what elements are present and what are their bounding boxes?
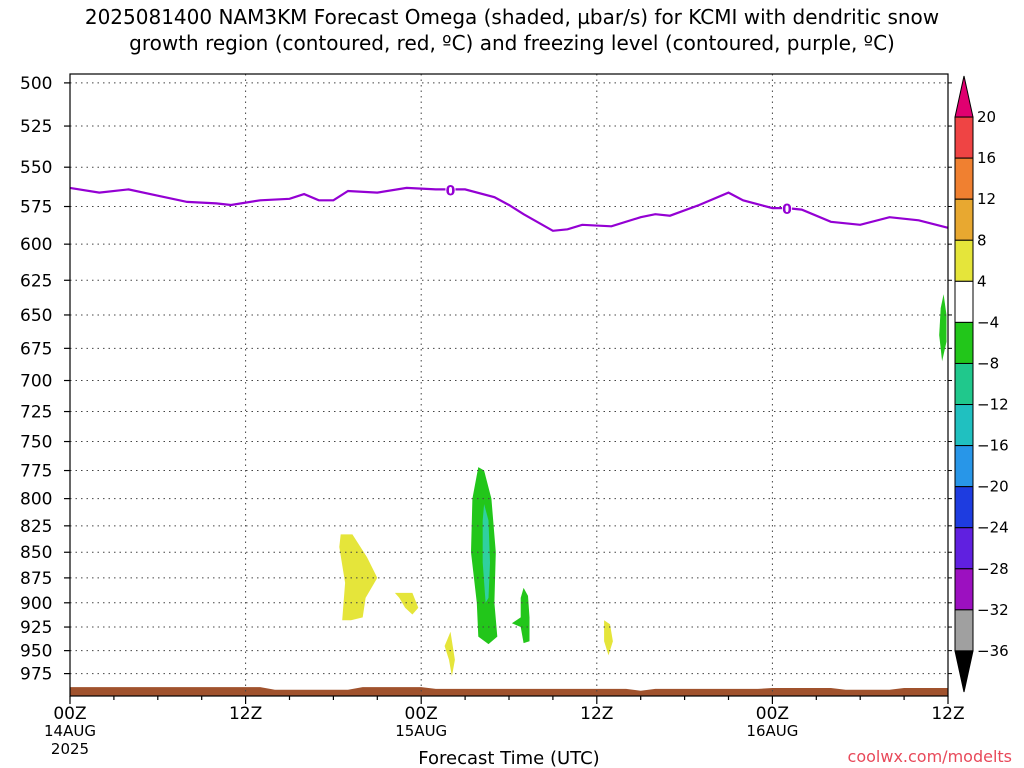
colorbar-segment	[954, 445, 974, 488]
title-line-1: 2025081400 NAM3KM Forecast Omega (shaded…	[84, 5, 940, 29]
credit-text: coolwx.com/modelts	[847, 747, 1012, 766]
y-axis: 500 525 550 575 600 625 650 675 700 725 750 775 800 8…	[20, 74, 952, 685]
colorbar-segment	[954, 239, 974, 282]
colorbar-label: −16	[977, 437, 1009, 455]
colorbar-segment	[954, 527, 974, 570]
y-tick-label: 725	[20, 403, 52, 423]
colorbar-segment	[954, 568, 974, 611]
y-tick-label: 700	[20, 372, 52, 392]
x-axis-title: Forecast Time (UTC)	[418, 748, 599, 768]
freezing-label-bg	[445, 181, 456, 198]
freezing-level-line	[69, 186, 949, 232]
title-line-2: growth region (contoured, red, ºC) and f…	[129, 31, 895, 55]
y-tick-label: 925	[20, 618, 52, 638]
colorbar-segment	[954, 198, 974, 241]
x-date-label: 16AUG	[746, 722, 798, 740]
colorbar-segment	[954, 486, 974, 529]
y-tick-label: 750	[20, 433, 52, 453]
omega-region-7	[939, 294, 947, 362]
x-tick-label: 12Z	[931, 704, 964, 724]
colorbar-label: −36	[977, 642, 1009, 660]
omega-region-0	[339, 534, 378, 621]
colorbar-segment	[954, 157, 974, 200]
grid	[69, 74, 949, 696]
colorbar-segment	[954, 116, 974, 159]
colorbar-label: 16	[977, 149, 996, 167]
y-tick-label: 650	[20, 306, 52, 326]
freezing-label-bg	[782, 200, 793, 217]
colorbar-segment	[954, 321, 974, 364]
colorbar-label: −28	[977, 560, 1009, 578]
colorbar-segment	[954, 362, 974, 406]
y-tick-label: 500	[20, 74, 52, 94]
colorbar-bottom-arrow	[954, 650, 974, 693]
colorbar-label: −20	[977, 478, 1009, 496]
colorbar-label: 12	[977, 190, 996, 208]
y-tick-label: 600	[20, 235, 52, 255]
x-tick-label: 12Z	[580, 704, 613, 724]
y-tick-label: 775	[20, 462, 52, 482]
omega-region-3	[604, 620, 613, 656]
y-tick-label: 625	[20, 271, 52, 291]
y-tick-label: 525	[20, 117, 52, 137]
terrain-band	[70, 687, 948, 696]
colorbar-label: 20	[977, 108, 996, 126]
colorbar-label: −32	[977, 601, 1009, 619]
x-tick-label: 00Z	[53, 704, 86, 724]
colorbar-label: −4	[977, 313, 999, 331]
colorbar-top-arrow	[954, 75, 974, 118]
x-tick-label: 12Z	[229, 704, 262, 724]
y-tick-label: 575	[20, 198, 52, 218]
y-tick-label: 975	[20, 665, 52, 685]
colorbar-label: −24	[977, 519, 1009, 537]
x-date-label: 15AUG	[395, 722, 447, 740]
omega-region-6	[511, 587, 530, 644]
colorbar-segment	[954, 404, 974, 447]
colorbar-segment	[954, 280, 974, 323]
colorbar-label: 8	[977, 231, 987, 249]
colorbar-segment	[954, 609, 974, 652]
omega-shading	[339, 294, 947, 677]
omega-region-2	[444, 631, 455, 677]
y-tick-label: 550	[20, 158, 52, 178]
freezing-level: 00	[69, 181, 949, 232]
colorbar-label: 4	[977, 272, 987, 290]
x-tick-label: 00Z	[756, 704, 789, 724]
x-year-label: 2025	[51, 740, 89, 758]
x-tick-label: 00Z	[405, 704, 438, 724]
y-tick-label: 850	[20, 543, 52, 563]
surface-terrain	[70, 687, 948, 696]
freezing-level-label-1: 0	[782, 202, 792, 218]
y-tick-label: 675	[20, 339, 52, 359]
chart-title: 2025081400 NAM3KM Forecast Omega (shaded…	[0, 4, 1024, 56]
y-tick-label: 950	[20, 642, 52, 662]
colorbar-label: −8	[977, 354, 999, 372]
x-date-label: 14AUG	[44, 722, 96, 740]
y-tick-label: 900	[20, 594, 52, 614]
colorbar: 20 16 12 8 4 −4 −8 −12 −16 −20 −24 −28 −32 −36	[954, 75, 1009, 693]
freezing-level-label-0: 0	[446, 183, 456, 199]
omega-region-1	[394, 592, 419, 615]
y-tick-label: 875	[20, 569, 52, 589]
plot-frame	[69, 73, 949, 697]
y-tick-label: 800	[20, 490, 52, 510]
y-tick-label: 825	[20, 517, 52, 537]
colorbar-label: −12	[977, 396, 1009, 414]
